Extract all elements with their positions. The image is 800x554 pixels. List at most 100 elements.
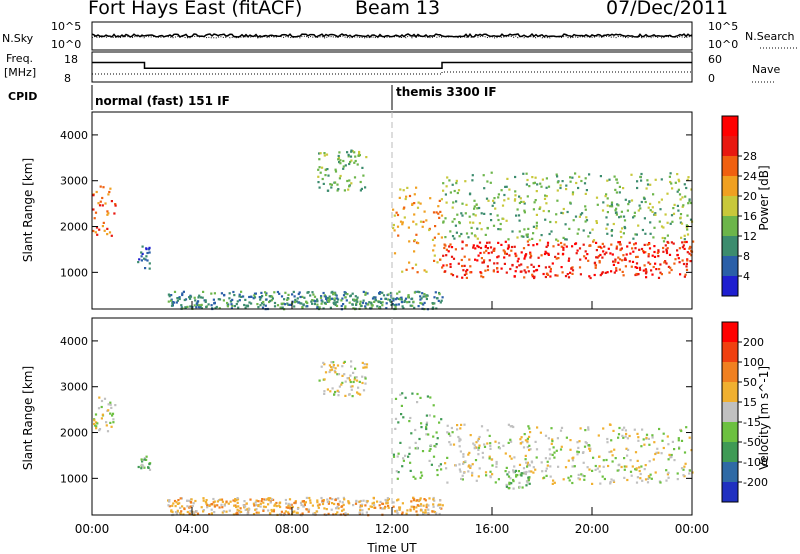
velocity-cell <box>609 423 612 426</box>
power-cell <box>607 247 610 250</box>
power-cell <box>624 257 627 260</box>
power-cell <box>175 301 178 304</box>
power-cell <box>622 274 625 277</box>
velocity-cell <box>269 501 272 504</box>
velocity-cell <box>378 504 381 507</box>
velocity-cell <box>578 478 581 481</box>
velocity-cbar-tick-label: -100 <box>743 456 768 469</box>
velocity-cell <box>583 445 587 448</box>
power-cell <box>523 269 526 272</box>
power-cell <box>524 271 527 274</box>
velocity-cell <box>343 360 346 363</box>
velocity-cell <box>438 421 441 424</box>
velocity-cell <box>362 366 365 369</box>
power-cell <box>645 187 648 190</box>
power-cell <box>332 293 335 296</box>
power-cell <box>167 293 170 296</box>
power-cell <box>685 268 689 271</box>
velocity-cbar-frame <box>721 321 739 503</box>
power-cell <box>538 239 542 242</box>
power-cell <box>433 244 436 247</box>
power-cell <box>666 221 669 224</box>
power-cell <box>541 178 544 181</box>
power-cell <box>449 263 452 266</box>
velocity-cell <box>343 373 346 376</box>
velocity-cell <box>457 435 460 439</box>
velocity-cell <box>196 512 200 515</box>
velocity-cell <box>270 508 273 512</box>
velocity-cbar-label: Velocity [m s^-1] <box>757 366 771 470</box>
power-cell <box>487 252 490 255</box>
power-cell <box>584 208 587 211</box>
power-cell <box>342 165 345 168</box>
power-cell <box>579 273 582 276</box>
power-cell <box>496 270 499 273</box>
power-cell <box>387 293 390 296</box>
velocity-cell <box>137 465 140 469</box>
velocity-cell <box>395 509 399 512</box>
power-cell <box>106 233 109 236</box>
power-cell <box>282 302 285 305</box>
power-cell <box>384 297 387 300</box>
velocity-cell <box>646 481 650 484</box>
power-cell <box>581 212 584 215</box>
power-cell <box>516 260 519 263</box>
power-cell <box>618 191 621 194</box>
freq-tick-bottom: 8 <box>64 72 71 85</box>
velocity-cell <box>429 396 432 399</box>
power-cell <box>365 302 368 305</box>
velocity-cell <box>101 413 104 416</box>
power-cell <box>654 178 657 181</box>
power-cell <box>328 300 331 303</box>
velocity-cell <box>567 476 570 479</box>
power-cell <box>516 208 519 211</box>
power-cell <box>513 199 516 202</box>
power-cell <box>569 176 572 179</box>
velocity-cell <box>676 478 679 481</box>
power-cell <box>327 299 330 302</box>
power-cell <box>493 262 496 265</box>
power-cell <box>544 250 547 253</box>
power-cell <box>320 295 323 298</box>
power-cell <box>636 180 639 183</box>
velocity-cell <box>509 477 512 480</box>
power-cell <box>351 292 354 295</box>
velocity-cell <box>446 481 449 484</box>
velocity-cell <box>333 393 336 396</box>
velocity-cell <box>636 459 639 462</box>
velocity-cell <box>299 501 303 504</box>
velocity-cell <box>436 473 439 477</box>
velocity-cell <box>509 425 512 428</box>
power-cell <box>557 252 560 255</box>
station-title: Fort Hays East (fitACF) <box>88 0 303 19</box>
power-cell <box>532 270 536 273</box>
power-cell <box>183 298 186 302</box>
velocity-cell <box>401 513 404 516</box>
velocity-cell <box>637 436 640 439</box>
power-cell <box>579 258 582 261</box>
velocity-cell <box>352 380 355 384</box>
power-cell <box>669 222 672 225</box>
power-cell <box>230 303 233 306</box>
velocity-cell <box>334 390 337 394</box>
velocity-cell <box>204 501 207 504</box>
power-cell <box>298 291 301 294</box>
power-cell <box>670 268 673 272</box>
velocity-cell <box>409 461 412 464</box>
velocity-cell <box>507 441 510 444</box>
velocity-cell <box>578 440 581 443</box>
velocity-cell <box>459 438 462 441</box>
velocity-cell <box>438 512 441 516</box>
velocity-cell <box>364 504 367 507</box>
power-cell <box>647 253 650 256</box>
velocity-cell <box>488 434 491 437</box>
velocity-cell <box>577 477 580 480</box>
power-cell <box>184 306 187 309</box>
velocity-cell <box>603 477 606 481</box>
power-cell <box>327 174 330 177</box>
power-cell <box>628 260 631 263</box>
power-cell <box>207 303 210 306</box>
power-cell <box>348 162 351 166</box>
velocity-cell <box>410 505 413 508</box>
velocity-cell <box>192 502 195 505</box>
